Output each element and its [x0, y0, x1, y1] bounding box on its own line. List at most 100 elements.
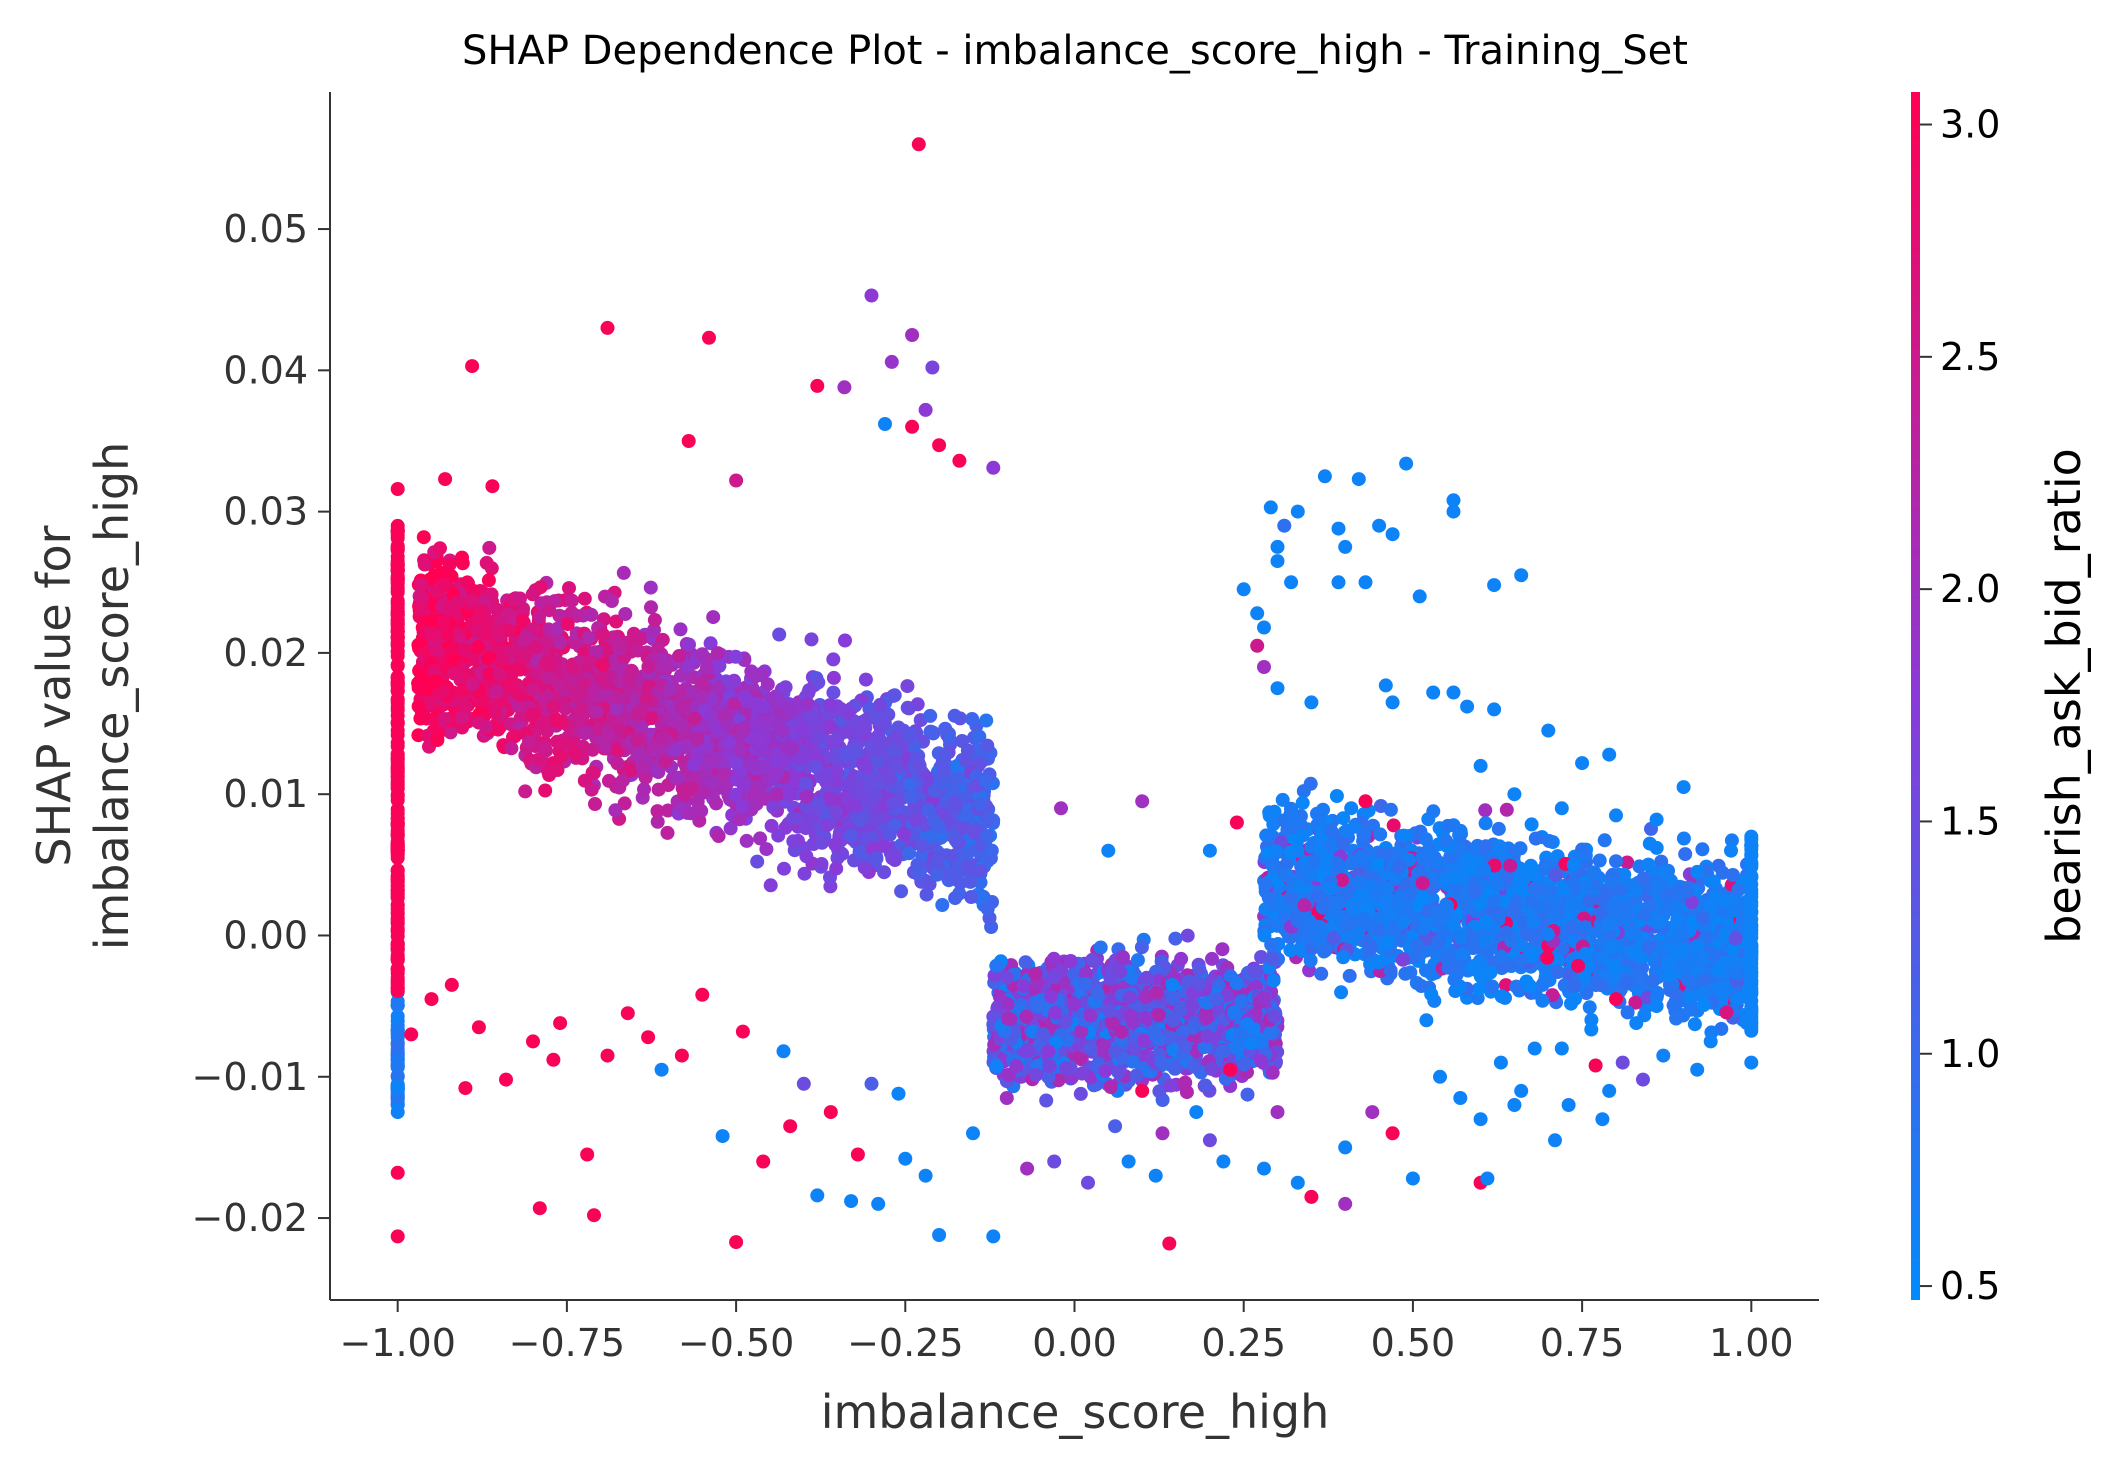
data-point — [873, 697, 888, 712]
data-point — [636, 759, 651, 773]
data-point — [1151, 1008, 1166, 1023]
data-point — [681, 659, 696, 674]
data-point — [745, 757, 760, 772]
data-point — [885, 743, 900, 758]
data-point — [554, 714, 568, 729]
data-point — [923, 708, 938, 723]
data-point — [804, 632, 819, 647]
data-point — [1275, 792, 1290, 807]
data-point — [417, 557, 432, 572]
data-point — [641, 659, 656, 674]
data-point — [796, 721, 811, 736]
data-point — [455, 550, 469, 565]
data-point — [686, 758, 701, 772]
data-point — [936, 760, 951, 775]
data-point — [1263, 1025, 1278, 1040]
data-point — [1147, 1024, 1162, 1039]
data-point — [595, 627, 610, 642]
data-point — [1243, 1036, 1258, 1051]
data-point — [1000, 997, 1015, 1012]
data-point — [815, 835, 829, 850]
data-point — [618, 607, 633, 621]
data-point — [756, 761, 771, 776]
data-point — [390, 562, 405, 577]
data-point — [760, 677, 775, 692]
data-point — [1044, 989, 1059, 1004]
data-point — [429, 643, 444, 657]
data-point — [989, 1059, 1004, 1074]
data-point — [1039, 1093, 1054, 1108]
data-point — [541, 671, 556, 686]
data-point — [759, 842, 774, 857]
data-point — [558, 701, 573, 716]
data-point — [390, 608, 405, 622]
data-point — [615, 773, 630, 788]
data-point — [1227, 1005, 1242, 1019]
data-point — [944, 849, 959, 864]
data-point — [673, 719, 688, 734]
data-point — [550, 734, 565, 749]
data-point — [531, 752, 546, 767]
data-point — [887, 848, 902, 863]
data-point — [390, 715, 405, 730]
data-point — [1079, 966, 1093, 981]
data-point — [763, 878, 778, 893]
data-point — [662, 711, 677, 726]
data-point — [770, 787, 785, 802]
data-point — [973, 875, 988, 890]
data-point — [1240, 1087, 1255, 1102]
data-point — [611, 638, 626, 653]
data-point — [1200, 1029, 1215, 1044]
data-point — [716, 767, 731, 782]
data-point — [830, 765, 845, 780]
data-point — [888, 759, 903, 774]
data-point — [798, 776, 813, 791]
data-point — [1041, 1044, 1056, 1059]
data-point — [390, 1056, 405, 1071]
data-point — [792, 752, 807, 766]
data-point — [1267, 1009, 1282, 1024]
data-point — [1058, 1061, 1073, 1076]
data-point — [1103, 1080, 1118, 1095]
data-point — [706, 610, 721, 625]
data-point — [1199, 1011, 1214, 1026]
data-point — [785, 742, 800, 757]
data-point — [766, 800, 781, 815]
data-point — [1165, 978, 1180, 992]
data-point — [513, 591, 527, 606]
data-point — [513, 688, 528, 703]
data-point — [437, 577, 452, 592]
data-point — [910, 857, 925, 872]
data-point — [425, 613, 440, 628]
data-point — [826, 652, 841, 667]
data-point — [1083, 1041, 1098, 1056]
data-point — [554, 749, 568, 764]
data-point — [1129, 1068, 1144, 1083]
data-point — [610, 756, 625, 771]
data-point — [1232, 1027, 1247, 1042]
data-point — [989, 958, 1004, 973]
data-point — [630, 733, 645, 748]
data-point — [673, 622, 688, 637]
data-point — [1041, 1070, 1056, 1085]
data-point — [700, 740, 714, 754]
data-point — [842, 776, 856, 791]
data-point — [633, 705, 648, 720]
data-point — [708, 720, 723, 735]
data-point — [447, 666, 462, 681]
data-point — [1090, 986, 1105, 1001]
data-point — [390, 905, 405, 920]
data-point — [833, 825, 847, 840]
data-point — [1036, 1027, 1050, 1042]
data-point — [737, 689, 752, 704]
data-point — [650, 804, 665, 819]
data-point — [959, 753, 974, 768]
data-point — [489, 684, 504, 699]
data-point — [390, 762, 405, 777]
data-point — [864, 772, 879, 787]
data-point — [598, 740, 613, 755]
data-point — [1042, 1059, 1057, 1074]
data-point — [833, 701, 848, 716]
data-point — [630, 643, 645, 658]
